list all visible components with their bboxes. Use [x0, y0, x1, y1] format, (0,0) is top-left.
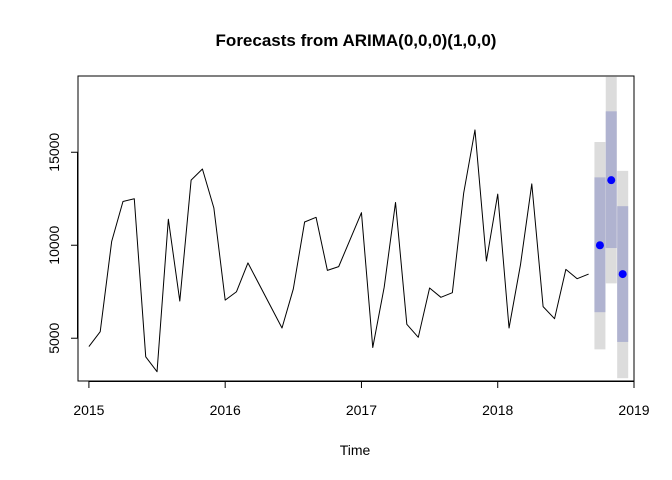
forecast-point-1 — [607, 176, 616, 185]
x-tick-label-3: 2018 — [482, 402, 513, 418]
history-series — [88, 129, 589, 373]
x-tick-label-0: 2015 — [73, 402, 104, 418]
forecast-point-2 — [618, 270, 627, 279]
chart-title: Forecasts from ARIMA(0,0,0)(1,0,0) — [216, 31, 497, 50]
x-tick-label-2: 2017 — [346, 402, 377, 418]
y-axis: 5000 10000 15000 — [46, 133, 78, 354]
x-tick-label-1: 2016 — [210, 402, 241, 418]
history-line — [88, 129, 589, 373]
plot-area-frame — [77, 75, 635, 382]
y-tick-label-2: 15000 — [46, 133, 62, 172]
x-tick-label-4: 2019 — [618, 402, 649, 418]
y-tick-label-1: 10000 — [46, 226, 62, 265]
forecast-intervals — [594, 76, 629, 379]
x-axis-label: Time — [340, 442, 371, 458]
forecast-point-0 — [595, 241, 604, 250]
x-axis: 2015 2016 2017 2018 2019 — [73, 381, 650, 418]
y-tick-label-0: 5000 — [46, 322, 62, 353]
forecast-points — [595, 176, 627, 279]
